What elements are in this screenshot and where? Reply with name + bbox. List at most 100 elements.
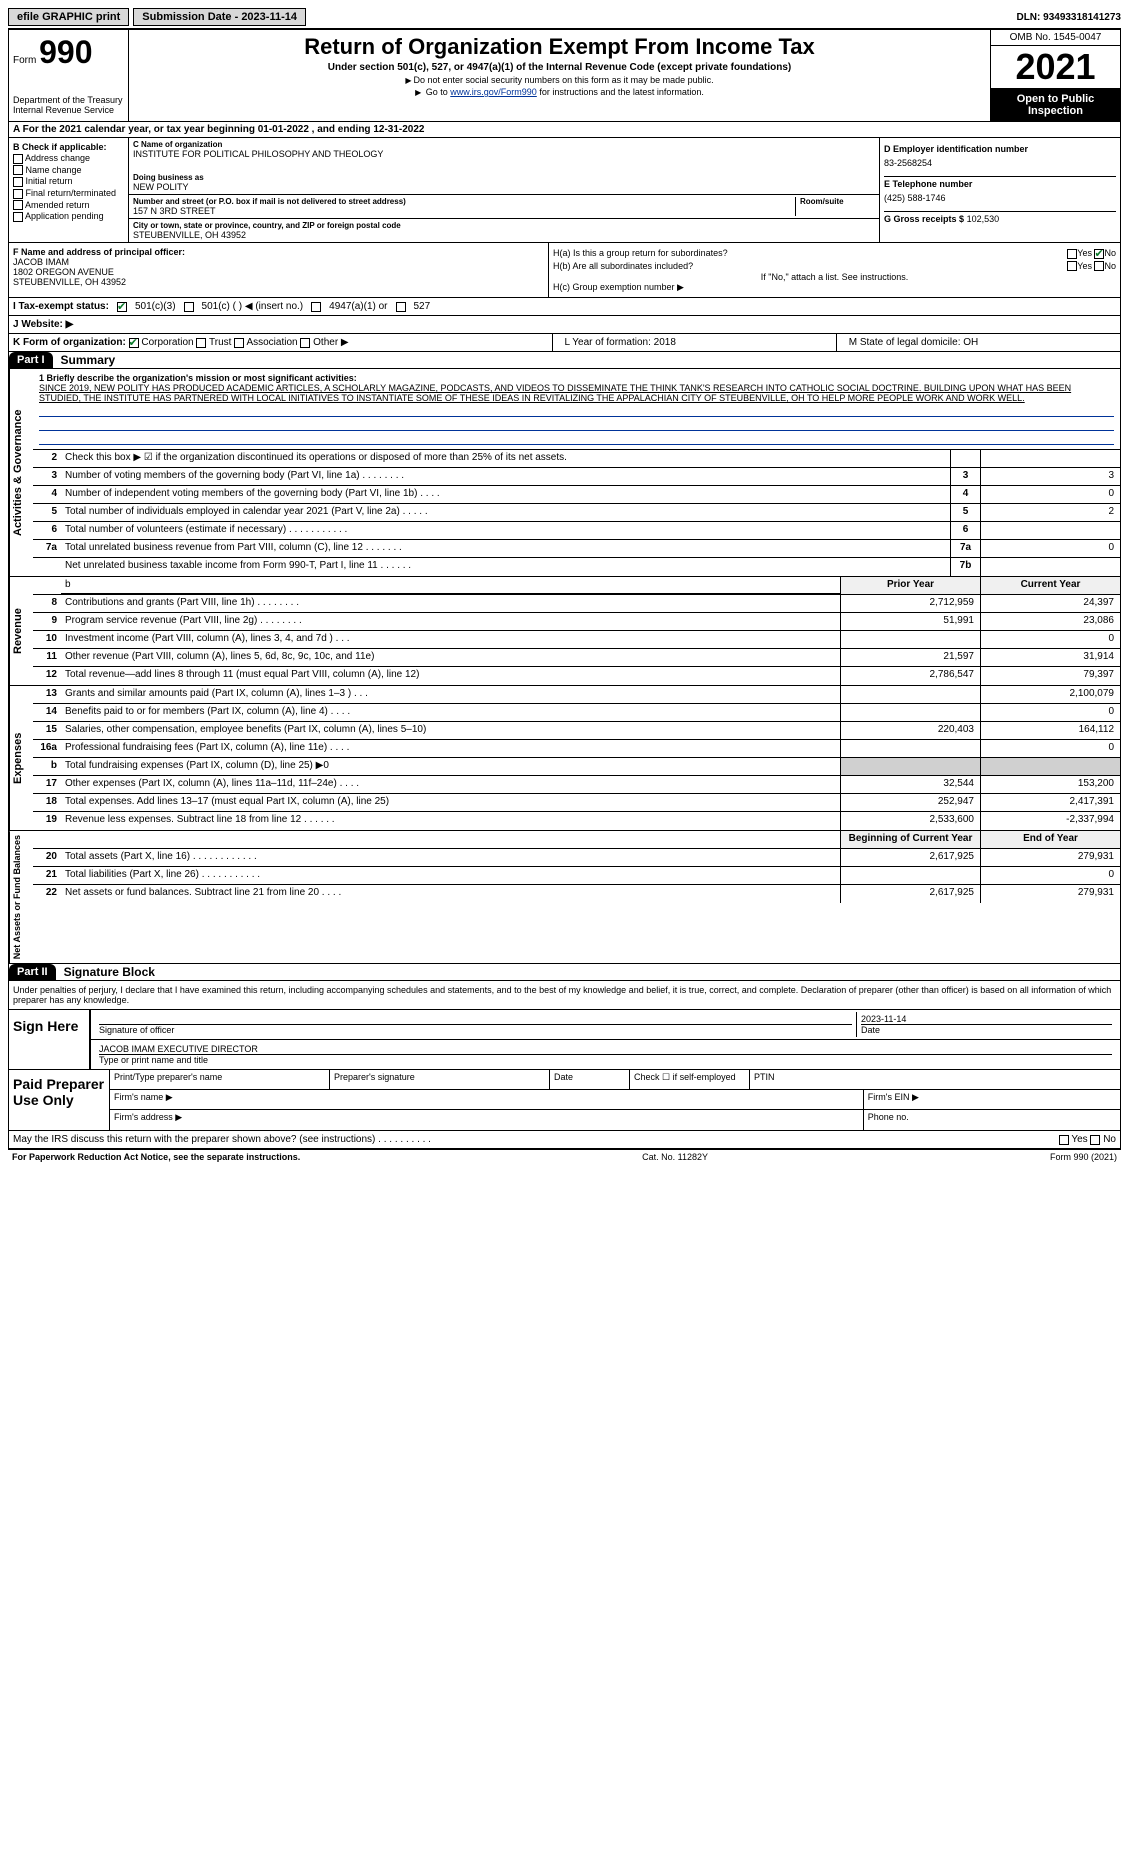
gross-receipts: 102,530 bbox=[967, 214, 1000, 224]
officer-name: JACOB IMAM bbox=[13, 257, 544, 267]
vtab-netassets: Net Assets or Fund Balances bbox=[9, 831, 33, 963]
tax-year: 2021 bbox=[991, 46, 1120, 89]
org-name: INSTITUTE FOR POLITICAL PHILOSOPHY AND T… bbox=[133, 149, 875, 159]
officer-addr1: 1802 OREGON AVENUE bbox=[13, 267, 544, 277]
row-k-form-org: K Form of organization: Corporation Trus… bbox=[8, 334, 1121, 352]
form-title: Return of Organization Exempt From Incom… bbox=[133, 34, 986, 60]
sign-here-label: Sign Here bbox=[9, 1010, 89, 1069]
open-public: Open to Public Inspection bbox=[991, 89, 1120, 121]
vtab-governance: Activities & Governance bbox=[9, 369, 33, 576]
cb-4947[interactable] bbox=[311, 302, 321, 312]
cb-address-change[interactable] bbox=[13, 154, 23, 164]
irs-label: Internal Revenue Service bbox=[13, 105, 124, 115]
summary-netassets: Net Assets or Fund Balances Beginning of… bbox=[8, 831, 1121, 964]
dln: DLN: 93493318141273 bbox=[1016, 12, 1121, 23]
cb-501c[interactable] bbox=[184, 302, 194, 312]
table-row: 8Contributions and grants (Part VIII, li… bbox=[33, 595, 1120, 613]
table-row: 21Total liabilities (Part X, line 26) . … bbox=[33, 867, 1120, 885]
table-row: 17Other expenses (Part IX, column (A), l… bbox=[33, 776, 1120, 794]
table-row: 18Total expenses. Add lines 13–17 (must … bbox=[33, 794, 1120, 812]
table-row: bTotal fundraising expenses (Part IX, co… bbox=[33, 758, 1120, 776]
revenue-header: b Prior Year Current Year bbox=[33, 577, 1120, 595]
cb-ha-no[interactable] bbox=[1094, 249, 1104, 259]
cb-hb-no[interactable] bbox=[1094, 261, 1104, 271]
form-subtitle: Under section 501(c), 527, or 4947(a)(1)… bbox=[133, 62, 986, 73]
note-goto: Go to www.irs.gov/Form990 for instructio… bbox=[133, 87, 986, 97]
table-row: 12Total revenue—add lines 8 through 11 (… bbox=[33, 667, 1120, 685]
row-i-tax-status: I Tax-exempt status: 501(c)(3) 501(c) ( … bbox=[8, 298, 1121, 316]
summary-governance: Activities & Governance 1 Briefly descri… bbox=[8, 369, 1121, 577]
form990-link[interactable]: www.irs.gov/Form990 bbox=[450, 87, 537, 97]
state-domicile: M State of legal domicile: OH bbox=[845, 334, 1120, 351]
table-row: 19Revenue less expenses. Subtract line 1… bbox=[33, 812, 1120, 830]
officer-addr2: STEUBENVILLE, OH 43952 bbox=[13, 277, 544, 287]
col-b-checkboxes: B Check if applicable: Address change Na… bbox=[9, 138, 129, 242]
row-j-website: J Website: ▶ bbox=[8, 316, 1121, 334]
gov-line: 3Number of voting members of the governi… bbox=[33, 468, 1120, 486]
ein-value: 83-2568254 bbox=[884, 156, 1116, 170]
submission-btn[interactable]: Submission Date - 2023-11-14 bbox=[133, 8, 306, 26]
form-header: Form 990 Department of the Treasury Inte… bbox=[8, 30, 1121, 122]
cb-final-return[interactable] bbox=[13, 189, 23, 199]
vtab-expenses: Expenses bbox=[9, 686, 33, 830]
org-dba: NEW POLITY bbox=[133, 182, 875, 192]
gov-line: 5Total number of individuals employed in… bbox=[33, 504, 1120, 522]
org-city: STEUBENVILLE, OH 43952 bbox=[133, 230, 875, 240]
table-row: 20Total assets (Part X, line 16) . . . .… bbox=[33, 849, 1120, 867]
col-c-org: C Name of organization INSTITUTE FOR POL… bbox=[129, 138, 880, 242]
gov-line: 6Total number of volunteers (estimate if… bbox=[33, 522, 1120, 540]
sig-date: 2023-11-14 bbox=[861, 1014, 906, 1024]
form-number: 990 bbox=[39, 34, 92, 70]
cb-discuss-yes[interactable] bbox=[1059, 1135, 1069, 1145]
cb-ha-yes[interactable] bbox=[1067, 249, 1077, 259]
cb-app-pending[interactable] bbox=[13, 212, 23, 222]
cb-501c3[interactable] bbox=[117, 302, 127, 312]
table-row: 14Benefits paid to or for members (Part … bbox=[33, 704, 1120, 722]
cb-amended[interactable] bbox=[13, 200, 23, 210]
mission-text: SINCE 2019, NEW POLITY HAS PRODUCED ACAD… bbox=[39, 383, 1114, 403]
cb-trust[interactable] bbox=[196, 338, 206, 348]
omb-number: OMB No. 1545-0047 bbox=[991, 30, 1120, 46]
sig-intro: Under penalties of perjury, I declare th… bbox=[9, 981, 1120, 1009]
dept-treasury: Department of the Treasury bbox=[13, 95, 124, 105]
gov-line: 2Check this box ▶ ☑ if the organization … bbox=[33, 450, 1120, 468]
paid-preparer-label: Paid Preparer Use Only bbox=[9, 1070, 109, 1130]
netassets-header: Beginning of Current Year End of Year bbox=[33, 831, 1120, 849]
gov-line: Net unrelated business taxable income fr… bbox=[33, 558, 1120, 576]
cb-other[interactable] bbox=[300, 338, 310, 348]
part2-header: Part II Signature Block bbox=[8, 964, 1121, 981]
cb-initial-return[interactable] bbox=[13, 177, 23, 187]
topbar: efile GRAPHIC print Submission Date - 20… bbox=[8, 8, 1121, 30]
discuss-row: May the IRS discuss this return with the… bbox=[8, 1131, 1121, 1149]
tel-value: (425) 588-1746 bbox=[884, 191, 1116, 205]
form-prefix: Form bbox=[13, 55, 36, 66]
gov-line: 7aTotal unrelated business revenue from … bbox=[33, 540, 1120, 558]
note-ssn: Do not enter social security numbers on … bbox=[133, 75, 986, 85]
table-row: 13Grants and similar amounts paid (Part … bbox=[33, 686, 1120, 704]
summary-expenses: Expenses 13Grants and similar amounts pa… bbox=[8, 686, 1121, 831]
cb-assoc[interactable] bbox=[234, 338, 244, 348]
cb-hb-yes[interactable] bbox=[1067, 261, 1077, 271]
cb-name-change[interactable] bbox=[13, 165, 23, 175]
table-row: 9Program service revenue (Part VIII, lin… bbox=[33, 613, 1120, 631]
row-a-period: A For the 2021 calendar year, or tax yea… bbox=[8, 122, 1121, 138]
vtab-revenue: Revenue bbox=[9, 577, 33, 685]
cb-corp[interactable] bbox=[129, 338, 139, 348]
table-row: 16aProfessional fundraising fees (Part I… bbox=[33, 740, 1120, 758]
org-street: 157 N 3RD STREET bbox=[133, 206, 795, 216]
table-row: 15Salaries, other compensation, employee… bbox=[33, 722, 1120, 740]
efile-btn[interactable]: efile GRAPHIC print bbox=[8, 8, 129, 26]
year-formation: L Year of formation: 2018 bbox=[561, 334, 837, 351]
section-bcd: B Check if applicable: Address change Na… bbox=[8, 138, 1121, 243]
cb-527[interactable] bbox=[396, 302, 406, 312]
table-row: 11Other revenue (Part VIII, column (A), … bbox=[33, 649, 1120, 667]
col-d-ids: D Employer identification number 83-2568… bbox=[880, 138, 1120, 242]
page-footer: For Paperwork Reduction Act Notice, see … bbox=[8, 1149, 1121, 1164]
signature-block: Under penalties of perjury, I declare th… bbox=[8, 981, 1121, 1131]
summary-revenue: Revenue b Prior Year Current Year 8Contr… bbox=[8, 577, 1121, 686]
table-row: 22Net assets or fund balances. Subtract … bbox=[33, 885, 1120, 903]
cb-discuss-no[interactable] bbox=[1090, 1135, 1100, 1145]
mission-block: 1 Briefly describe the organization's mi… bbox=[33, 369, 1120, 450]
gov-line: 4Number of independent voting members of… bbox=[33, 486, 1120, 504]
table-row: 10Investment income (Part VIII, column (… bbox=[33, 631, 1120, 649]
